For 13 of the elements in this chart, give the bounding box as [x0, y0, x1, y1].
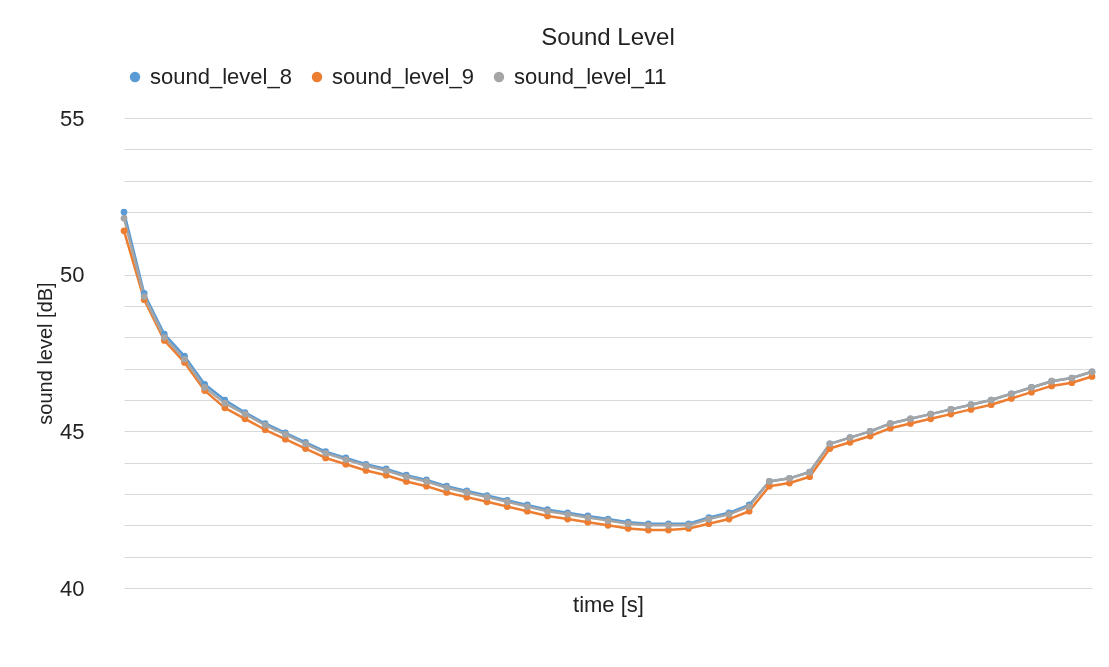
- y-tick-label: 40: [60, 575, 85, 601]
- y-axis-title: sound level [dB]: [34, 282, 57, 425]
- x-axis-title: time [s]: [573, 591, 644, 617]
- y-tick-label: 50: [60, 262, 85, 288]
- legend-label: sound_level_11: [514, 64, 667, 89]
- chart-title: Sound Level: [541, 23, 675, 50]
- legend-label: sound_level_8: [150, 64, 292, 89]
- point: [120, 208, 128, 216]
- point: [120, 227, 128, 235]
- point: [120, 214, 128, 222]
- legend-label: sound_level_9: [332, 64, 474, 89]
- y-tick-label: 55: [60, 105, 85, 131]
- y-tick-label: 45: [60, 418, 85, 444]
